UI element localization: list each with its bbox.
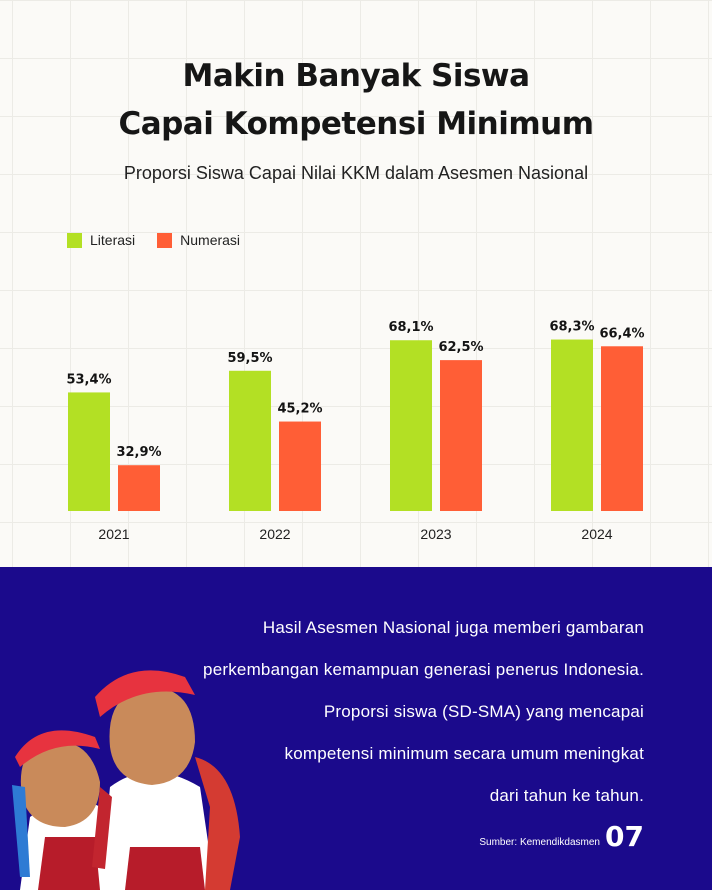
bar-numerasi-2024 bbox=[601, 346, 643, 511]
bar-literasi-2022 bbox=[229, 370, 271, 511]
data-label-literasi-2023: 68,1% bbox=[388, 320, 433, 335]
student-left bbox=[12, 730, 120, 890]
chart-subtitle: Proporsi Siswa Capai Nilai KKM dalam Ase… bbox=[123, 163, 589, 183]
data-label-numerasi-2021: 32,9% bbox=[116, 445, 161, 460]
x-tick-label-2023: 2023 bbox=[420, 526, 451, 542]
x-tick-label-2022: 2022 bbox=[259, 526, 290, 542]
bar-numerasi-2021 bbox=[118, 465, 160, 511]
legend-item-numerasi: Numerasi bbox=[157, 232, 240, 248]
info-panel: Hasil Asesmen Nasional juga memberi gamb… bbox=[0, 567, 712, 890]
source-note: Sumber: Kemendikdasmen bbox=[479, 837, 600, 848]
legend-swatch-literasi bbox=[67, 232, 82, 248]
page-number: 07 bbox=[605, 820, 644, 853]
legend-label-literasi: Literasi bbox=[90, 232, 136, 248]
legend-swatch-numerasi bbox=[157, 232, 173, 248]
title-line-1: Makin Banyak Siswa bbox=[182, 58, 531, 94]
description-line: dari tahun ke tahun. bbox=[489, 786, 644, 805]
legend-item-literasi: Literasi bbox=[67, 232, 135, 248]
data-label-literasi-2022: 59,5% bbox=[227, 351, 272, 366]
data-label-numerasi-2022: 45,2% bbox=[277, 402, 322, 417]
data-label-numerasi-2023: 62,5% bbox=[438, 340, 483, 355]
data-label-numerasi-2024: 66,4% bbox=[599, 326, 644, 341]
description-line: Proporsi siswa (SD-SMA) yang mencapai bbox=[323, 702, 644, 721]
x-tick-label-2024: 2024 bbox=[581, 526, 612, 542]
chart-legend: Literasi Numerasi bbox=[67, 232, 252, 248]
chart-panel: Makin Banyak Siswa Capai Kompetensi Mini… bbox=[0, 0, 712, 567]
bar-numerasi-2022 bbox=[279, 421, 321, 511]
students-photo bbox=[12, 670, 240, 890]
bar-literasi-2024 bbox=[551, 339, 593, 511]
description: Hasil Asesmen Nasional juga memberi gamb… bbox=[124, 607, 644, 817]
description-line: Hasil Asesmen Nasional juga memberi gamb… bbox=[262, 618, 644, 637]
bar-chart: 53,4% 32,9% 2021 59,5% 45,2% 2022 68,1% 62,5% 20… bbox=[66, 320, 644, 542]
description-line: perkembangan kemampuan generasi penerus … bbox=[203, 660, 644, 679]
legend-label-numerasi: Numerasi bbox=[180, 232, 241, 248]
bar-literasi-2023 bbox=[390, 340, 432, 511]
title-line-2: Capai Kompetensi Minimum bbox=[118, 106, 594, 142]
x-tick-label-2021: 2021 bbox=[98, 526, 129, 542]
bar-numerasi-2023 bbox=[440, 360, 482, 511]
student-right bbox=[92, 670, 240, 890]
data-label-literasi-2024: 68,3% bbox=[549, 320, 594, 335]
data-label-literasi-2021: 53,4% bbox=[66, 372, 111, 387]
description-line: kompetensi minimum secara umum meningkat bbox=[284, 744, 644, 763]
bar-literasi-2021 bbox=[68, 392, 110, 511]
